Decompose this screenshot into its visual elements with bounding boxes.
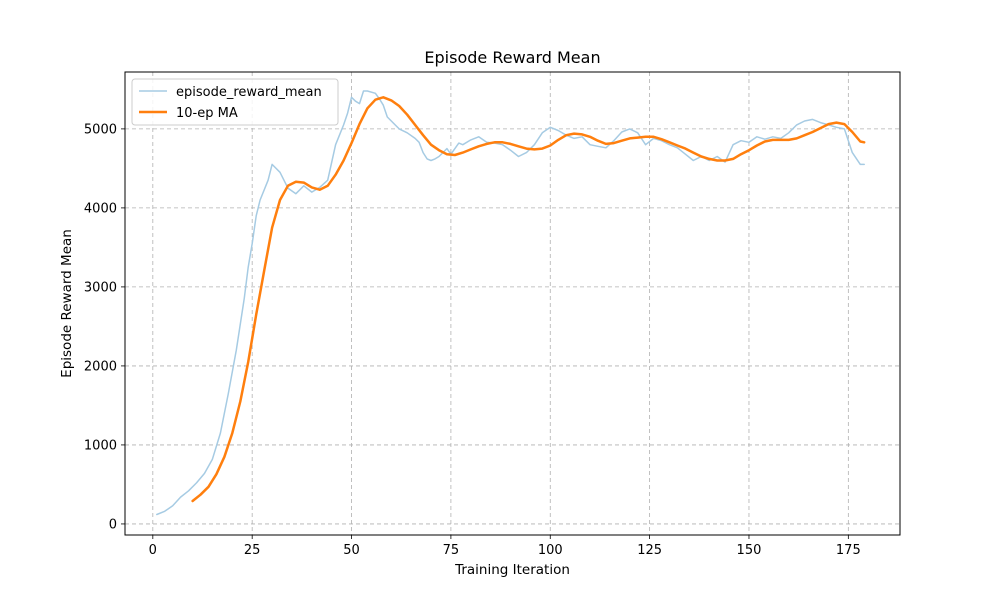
x-tick-label: 150 (737, 543, 762, 558)
y-tick-label: 2000 (84, 359, 117, 374)
y-axis-label: Episode Reward Mean (59, 229, 75, 378)
plot-frame (124, 71, 901, 536)
series-line-episode-reward-mean (156, 90, 865, 516)
y-tick-label: 4000 (84, 201, 117, 216)
x-tick-label: 25 (244, 543, 261, 558)
plot-area (125, 72, 900, 535)
series-line-10-ep-ma (191, 96, 866, 503)
grid-lines (125, 72, 900, 535)
legend: episode_reward_mean 10-ep MA (131, 78, 339, 126)
x-tick-label: 75 (443, 543, 460, 558)
x-tick-label: 100 (538, 543, 563, 558)
x-axis-ticks: 0 25 50 75 100 125 150 175 (149, 535, 861, 558)
x-tick-label: 175 (836, 543, 861, 558)
x-tick-label: 50 (343, 543, 360, 558)
chart-title: Episode Reward Mean (424, 48, 600, 67)
legend-label-10-ep-ma: 10-ep MA (176, 106, 238, 121)
y-tick-label: 1000 (84, 438, 117, 453)
y-axis-ticks: 0 1000 2000 3000 4000 5000 (84, 122, 125, 532)
x-axis-label: Training Iteration (454, 562, 570, 578)
x-tick-label: 125 (637, 543, 662, 558)
y-tick-label: 0 (109, 517, 117, 532)
legend-label-episode-reward-mean: episode_reward_mean (176, 85, 322, 100)
legend-box (131, 78, 339, 126)
x-tick-label: 0 (149, 543, 157, 558)
series-layer (156, 90, 866, 516)
y-tick-label: 3000 (84, 280, 117, 295)
y-tick-label: 5000 (84, 122, 117, 137)
